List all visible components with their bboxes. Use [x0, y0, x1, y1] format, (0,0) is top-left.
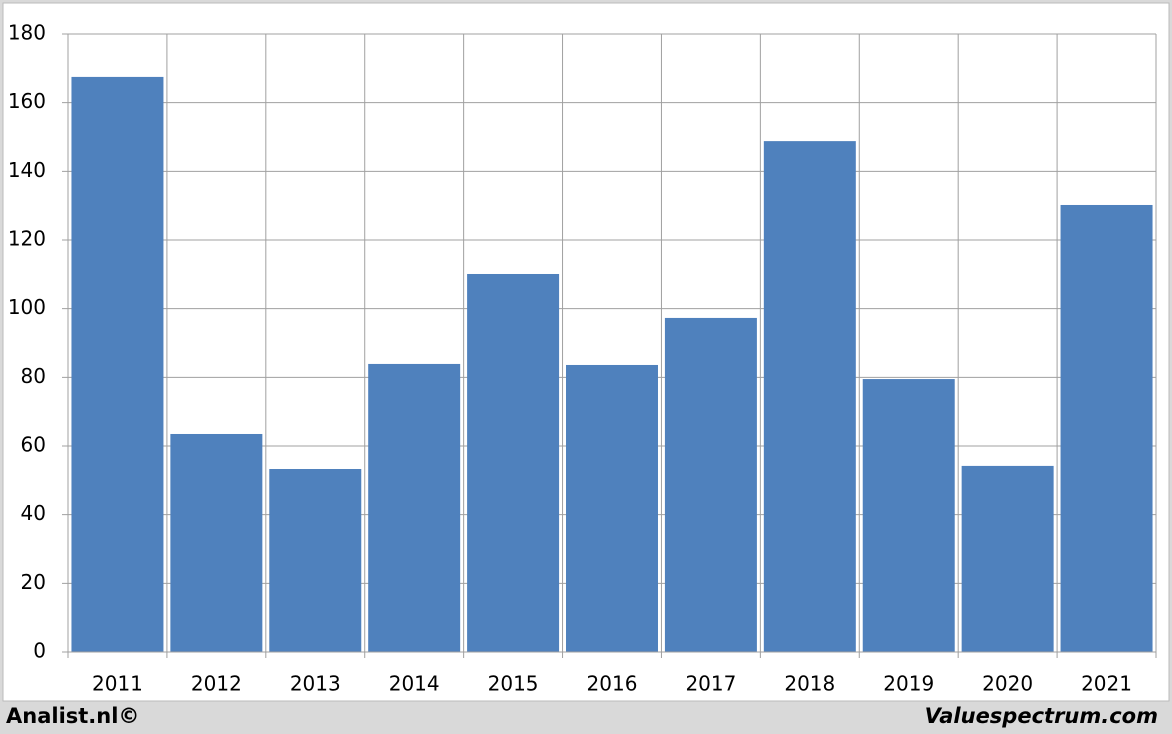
y-tick-label: 0 [33, 639, 46, 663]
bar [862, 379, 955, 652]
bar [664, 317, 757, 652]
bar [368, 363, 461, 652]
bar [1060, 204, 1153, 653]
x-tick-label: 2019 [883, 672, 934, 696]
y-tick-label: 100 [8, 295, 46, 319]
x-tick-label: 2012 [191, 672, 242, 696]
bar [467, 273, 560, 652]
y-tick-label: 40 [21, 501, 46, 525]
x-tick-label: 2015 [488, 672, 539, 696]
y-tick-label: 160 [8, 89, 46, 113]
y-tick-label: 180 [8, 21, 46, 45]
footer-left: Analist.nl© [6, 704, 139, 728]
x-tick-label: 2016 [587, 672, 638, 696]
y-tick-label: 120 [8, 227, 46, 251]
x-tick-label: 2017 [685, 672, 736, 696]
x-tick-label: 2020 [982, 672, 1033, 696]
bar [170, 433, 263, 652]
y-tick-label: 140 [8, 158, 46, 182]
bar [763, 141, 856, 652]
x-tick-label: 2011 [92, 672, 143, 696]
x-tick-label: 2013 [290, 672, 341, 696]
x-tick-label: 2021 [1081, 672, 1132, 696]
x-tick-label: 2014 [389, 672, 440, 696]
y-tick-label: 20 [21, 570, 46, 594]
x-tick-label: 2018 [784, 672, 835, 696]
footer-right: Valuespectrum.com [925, 704, 1158, 728]
y-tick-label: 80 [21, 364, 46, 388]
y-tick-label: 60 [21, 433, 46, 457]
bar [269, 469, 362, 652]
bar [566, 364, 658, 652]
bar [961, 465, 1054, 652]
bar [71, 76, 164, 652]
